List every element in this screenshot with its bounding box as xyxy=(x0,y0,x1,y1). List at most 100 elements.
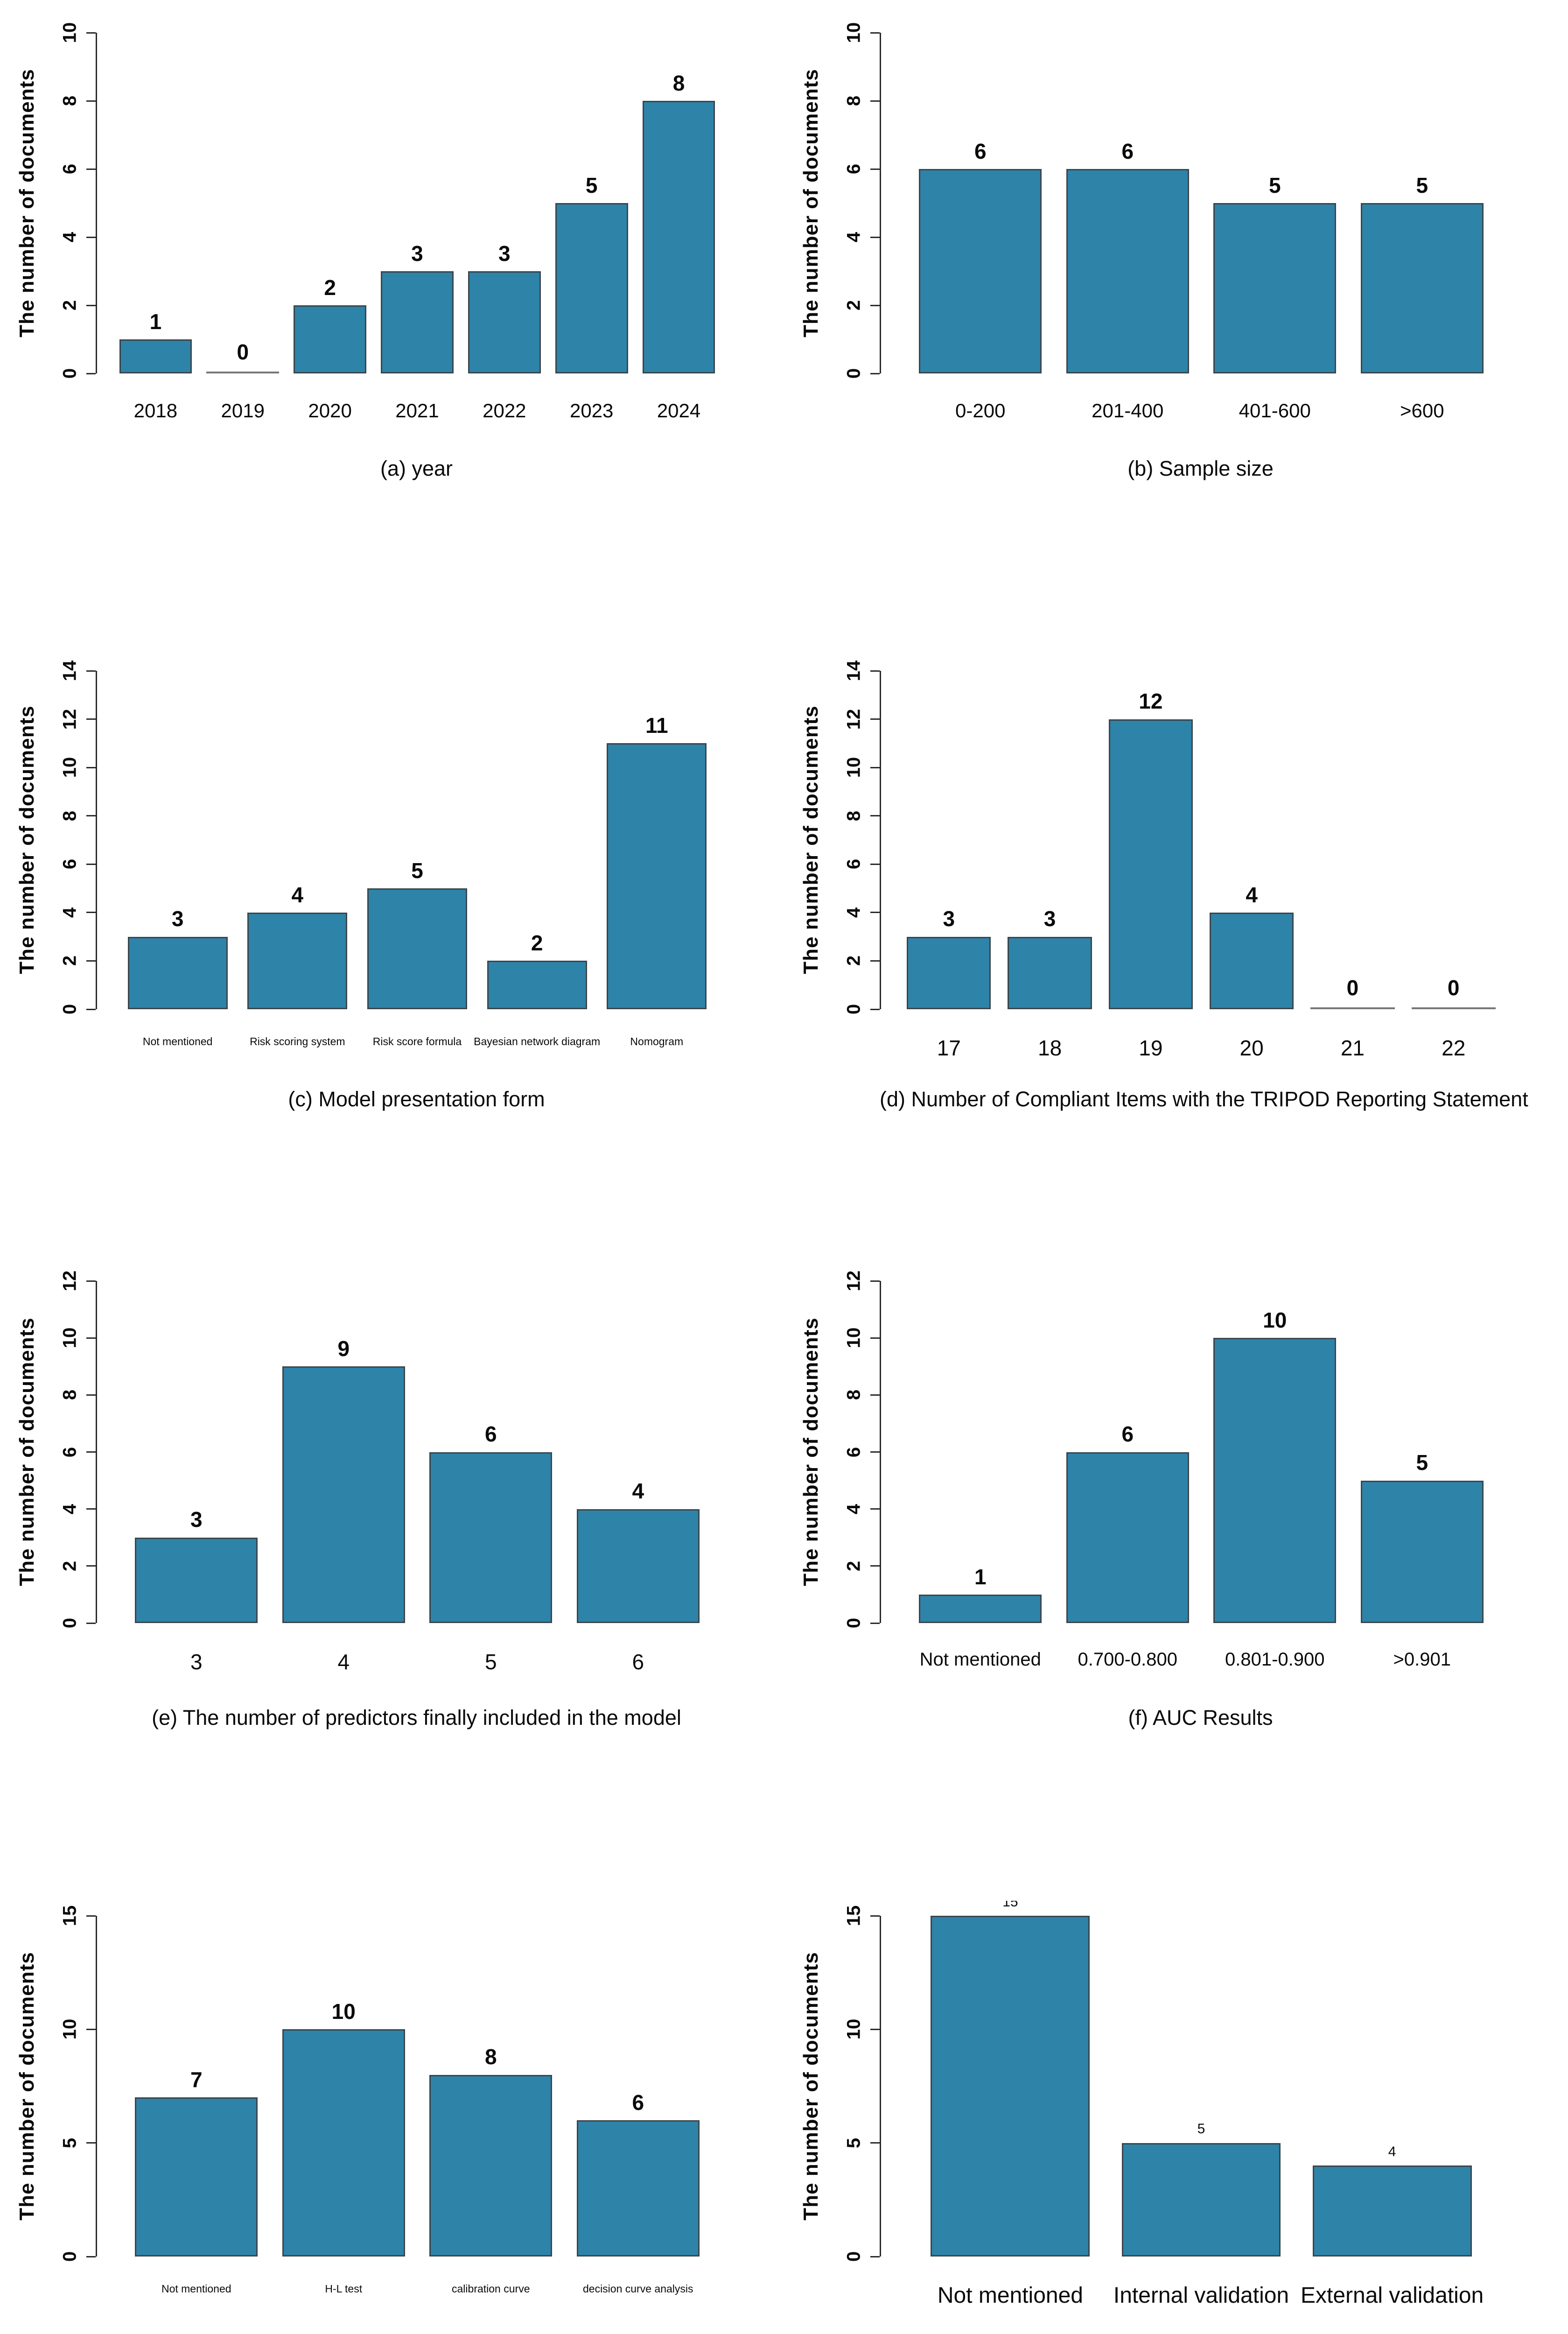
y-tick xyxy=(870,863,880,865)
y-tick-label: 0 xyxy=(59,1617,80,1629)
y-axis-label: The number of documents xyxy=(15,705,38,974)
y-tick xyxy=(86,1280,96,1282)
x-category-label: Not mentioned xyxy=(919,1649,1041,1670)
chart-caption: (b) Sample size xyxy=(1127,457,1274,480)
y-tick-label: 6 xyxy=(59,163,80,175)
x-category-label: 21 xyxy=(1340,1036,1365,1060)
x-category-label: 5 xyxy=(484,1650,497,1674)
y-tick xyxy=(86,100,96,102)
bars-region: 1 2018 0 2019 2 2020 3 2021 3 2022 5 2023 8 2024 xyxy=(97,33,737,422)
x-category-label: 2020 xyxy=(308,400,352,422)
chart-g: The number of documents 0 5 10 15 7 Not menti… xyxy=(0,1774,784,2334)
y-tick xyxy=(870,670,880,672)
y-tick-label: 0 xyxy=(59,1004,80,1015)
y-tick-label: 6 xyxy=(59,859,80,870)
plot-area: 0 2 4 6 8 10 1 2018 0 2019 2 2020 3 2021 3 2022 5 2023 8 20… xyxy=(60,22,737,422)
x-category-label: Not mentioned xyxy=(937,2283,1083,2308)
x-category-label: Bayesian network diagram xyxy=(474,1035,601,1047)
y-tick-label: 6 xyxy=(843,163,864,175)
y-tick xyxy=(86,1451,96,1453)
chart-caption: (d) Number of Compliant Items with the T… xyxy=(880,1087,1528,1111)
bar-value-label: 9 xyxy=(337,1336,350,1361)
bar-slot: 5 >600 xyxy=(1349,33,1496,422)
y-tick-label: 14 xyxy=(843,660,864,682)
y-axis-label: The number of documents xyxy=(15,1317,38,1586)
bar-slot: 3 2021 xyxy=(374,33,461,422)
x-category-label: 2022 xyxy=(483,400,526,422)
bar-slot: 15 Not mentioned xyxy=(915,1901,1106,2308)
y-axis-line xyxy=(96,671,97,1009)
bar-slot: 3 17 xyxy=(898,671,999,1060)
y-tick xyxy=(86,2028,96,2030)
y-axis-label: The number of documents xyxy=(15,1952,38,2221)
y-tick-label: 2 xyxy=(843,956,864,966)
bar-value-label: 5 xyxy=(1416,173,1428,197)
y-tick-label: 2 xyxy=(843,1561,864,1571)
y-tick-label: 15 xyxy=(59,1905,80,1926)
bar xyxy=(381,271,454,373)
bar-value-label: 2 xyxy=(324,275,336,300)
bar-value-label: 7 xyxy=(190,2067,203,2092)
bar-value-label: 1 xyxy=(974,1564,987,1589)
bar-value-label: 0 xyxy=(1447,975,1460,1000)
bar-value-label: 3 xyxy=(498,241,511,266)
plot-area: 0 2 4 6 8 10 12 14 3 17 3 18 12 19 4 20 0 21 0 22 xyxy=(844,661,1521,1060)
bar-value-label: 1 xyxy=(149,309,162,334)
bar-value-label: 6 xyxy=(632,2090,644,2115)
bar-slot: 8 calibration curve xyxy=(417,1916,565,2295)
x-category-label: H-L test xyxy=(325,2283,363,2295)
y-axis-label: The number of documents xyxy=(799,705,822,974)
y-tick-label: 8 xyxy=(59,1390,80,1400)
bar-value-label: 3 xyxy=(943,907,955,931)
y-tick xyxy=(86,815,96,817)
x-category-label: 2023 xyxy=(569,400,614,422)
x-category-label: 19 xyxy=(1139,1036,1163,1060)
y-tick-label: 4 xyxy=(843,1504,864,1514)
bars-region: 7 Not mentioned 10 H-L test 8 calibration cur… xyxy=(97,1916,737,2295)
bar-value-label: 5 xyxy=(1268,173,1281,197)
bar xyxy=(1008,936,1092,1009)
y-tick-label: 5 xyxy=(843,2137,864,2148)
bar xyxy=(919,1594,1042,1623)
y-tick-label: 8 xyxy=(59,810,80,821)
plot-area: 0 5 10 15 7 Not mentioned 10 H-L test 8 calibrati… xyxy=(60,1905,737,2295)
y-tick xyxy=(870,1915,880,1917)
y-tick-label: 8 xyxy=(843,95,864,106)
bar-slot: 0 22 xyxy=(1403,671,1504,1060)
bar-slot: 3 Not mentioned xyxy=(118,671,238,1047)
y-tick-label: 10 xyxy=(59,22,80,43)
bar-slot: 2 2020 xyxy=(287,33,374,422)
chart-caption: (f) AUC Results xyxy=(1128,1706,1273,1729)
y-axis-line xyxy=(96,1916,97,2257)
x-category-label: Risk score formula xyxy=(372,1035,462,1047)
y-tick-label: 14 xyxy=(59,660,80,682)
y-tick-label: 12 xyxy=(843,1270,864,1292)
x-category-label: Not mentioned xyxy=(161,2283,231,2295)
x-category-label: 2019 xyxy=(221,400,265,422)
y-axis-label: The number of documents xyxy=(799,1317,822,1586)
bar-slot: 5 401-600 xyxy=(1201,33,1349,422)
bar-slot: 4 External validation xyxy=(1297,1916,1488,2308)
y-tick xyxy=(86,373,96,374)
y-tick xyxy=(870,1008,880,1010)
bar-slot: 1 2018 xyxy=(112,33,199,422)
bar-value-label: 2 xyxy=(531,931,543,956)
bar xyxy=(294,305,366,373)
y-tick xyxy=(86,168,96,170)
y-tick xyxy=(870,1622,880,1624)
y-tick xyxy=(870,815,880,817)
y-tick xyxy=(870,304,880,306)
bar-slot: 11 Nomogram xyxy=(597,671,717,1047)
bar-slot: 5 Internal validation xyxy=(1106,1916,1296,2308)
y-tick xyxy=(86,1508,96,1510)
bar xyxy=(282,1366,405,1623)
bar xyxy=(1213,1338,1337,1623)
bar-slot: 0 2019 xyxy=(199,33,287,422)
y-tick xyxy=(86,960,96,962)
x-category-label: 2018 xyxy=(133,400,178,422)
x-category-label: Internal validation xyxy=(1113,2283,1289,2308)
plot-area: 0 2 4 6 8 10 12 3 3 9 4 6 5 4 6 xyxy=(60,1271,737,1674)
bar-value-label: 4 xyxy=(291,882,304,907)
